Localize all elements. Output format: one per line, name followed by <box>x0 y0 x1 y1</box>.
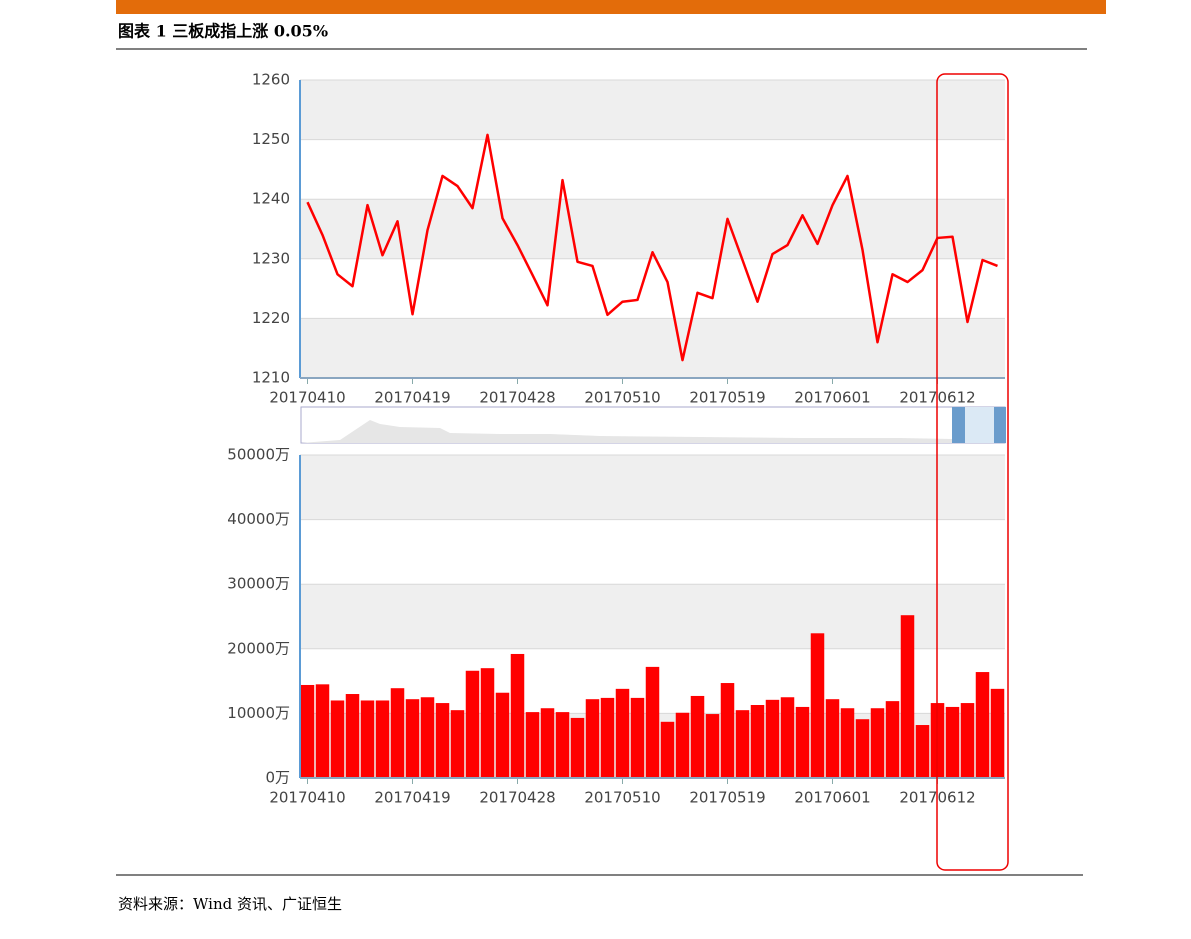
bar <box>690 695 705 778</box>
bar <box>765 699 780 778</box>
bar <box>630 697 645 778</box>
bar <box>300 684 315 778</box>
navigator-handle[interactable] <box>952 407 965 443</box>
plot-band <box>300 584 1005 649</box>
bar <box>825 699 840 778</box>
highlight-box <box>936 73 1009 871</box>
bar <box>570 717 585 778</box>
navigator-area <box>301 420 952 443</box>
bar <box>645 666 660 778</box>
y-tick-label: 1250 <box>252 130 290 148</box>
x-tick-label: 20170519 <box>689 789 765 807</box>
bar <box>330 700 345 778</box>
bar <box>870 708 885 778</box>
bar <box>345 694 360 778</box>
x-tick-label: 20170410 <box>269 389 345 407</box>
plot-band <box>300 318 1005 378</box>
bar <box>795 706 810 778</box>
x-tick-label: 20170601 <box>794 389 870 407</box>
bar <box>465 670 480 778</box>
bar <box>540 708 555 778</box>
x-tick-label: 20170410 <box>269 789 345 807</box>
y-tick-label: 1230 <box>252 249 290 267</box>
bar <box>720 683 735 778</box>
bar <box>510 653 525 778</box>
y-tick-label: 50000万 <box>227 446 290 464</box>
bar <box>435 703 450 778</box>
bar <box>840 708 855 778</box>
navigator-handle[interactable] <box>994 407 1006 443</box>
bar <box>705 714 720 778</box>
figure-title: 图表 1 三板成指上涨 0.05% <box>118 22 328 41</box>
y-tick-label: 1260 <box>252 71 290 89</box>
bar <box>945 706 960 778</box>
plot-band <box>300 455 1005 520</box>
x-tick-label: 20170519 <box>689 389 765 407</box>
bar <box>855 719 870 778</box>
line-series <box>306 133 998 362</box>
x-tick-label: 20170419 <box>374 389 450 407</box>
source: 资料来源：Wind 资讯、广证恒生 <box>118 895 342 913</box>
bar <box>885 701 900 778</box>
bar <box>585 699 600 778</box>
x-tick-label: 20170428 <box>479 389 555 407</box>
bar <box>900 615 915 778</box>
plot-band <box>300 80 1005 140</box>
bar <box>315 684 330 778</box>
x-tick-label: 20170510 <box>584 389 660 407</box>
bar <box>600 697 615 778</box>
y-tick-label: 1210 <box>252 369 290 387</box>
bar <box>915 725 930 778</box>
y-tick-label: 10000万 <box>227 704 290 722</box>
bar <box>405 699 420 778</box>
bar <box>975 672 990 778</box>
bar <box>780 697 795 778</box>
navigator <box>300 406 1006 444</box>
x-tick-label: 20170510 <box>584 789 660 807</box>
x-tick-label: 20170428 <box>479 789 555 807</box>
bar <box>660 721 675 778</box>
bar <box>750 705 765 778</box>
y-tick-label: 20000万 <box>227 639 290 657</box>
bar <box>675 712 690 778</box>
y-tick-label: 1240 <box>252 190 290 208</box>
y-tick-label: 30000万 <box>227 575 290 593</box>
bar <box>375 700 390 778</box>
x-tick-label: 20170419 <box>374 789 450 807</box>
bar <box>990 688 1005 778</box>
bar <box>390 688 405 778</box>
bar <box>420 697 435 778</box>
bar <box>960 703 975 778</box>
bar <box>555 712 570 778</box>
plot-band <box>300 199 1005 259</box>
y-tick-label: 0万 <box>265 769 290 787</box>
x-tick-label: 20170601 <box>794 789 870 807</box>
bar <box>615 688 630 778</box>
y-tick-label: 1220 <box>252 309 290 327</box>
bar <box>450 710 465 778</box>
y-tick-label: 40000万 <box>227 510 290 528</box>
bar <box>360 700 375 778</box>
bar <box>735 710 750 778</box>
header-bar <box>116 0 1106 14</box>
bar <box>495 692 510 778</box>
bar <box>810 633 825 778</box>
bar <box>525 712 540 778</box>
bar <box>480 668 495 778</box>
